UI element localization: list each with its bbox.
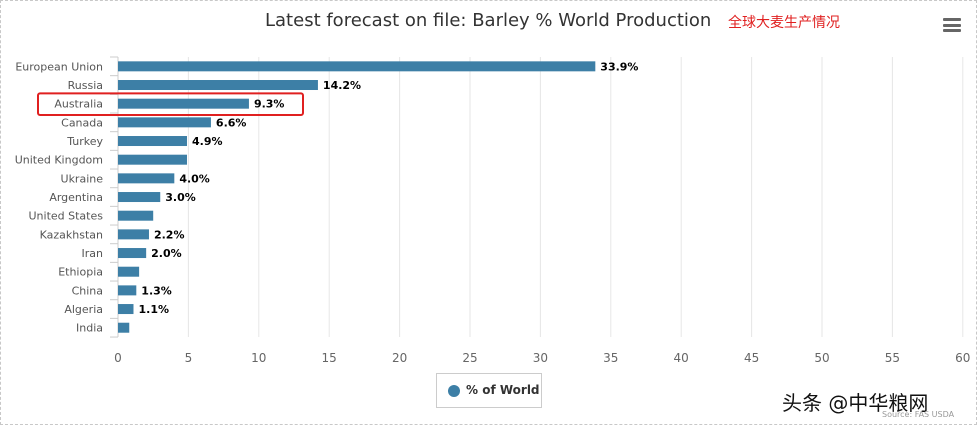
bar[interactable] [118, 117, 211, 128]
data-label: 2.0% [151, 247, 182, 260]
bar[interactable] [118, 80, 318, 91]
data-label: 4.0% [179, 172, 210, 185]
x-tick-label: 10 [251, 351, 266, 365]
x-tick-label: 40 [674, 351, 689, 365]
category-label: Ethiopia [58, 266, 103, 279]
bar[interactable] [118, 229, 149, 240]
bar[interactable] [118, 61, 596, 72]
category-label: Iran [82, 247, 104, 260]
bar[interactable] [118, 248, 147, 259]
legend-marker-icon [448, 385, 460, 397]
category-label: Canada [61, 116, 103, 129]
bar[interactable] [118, 304, 134, 315]
category-label: United Kingdom [15, 154, 103, 167]
bar[interactable] [118, 322, 130, 333]
watermark: 头条 @中华粮网 [782, 391, 929, 415]
bar[interactable] [118, 136, 187, 147]
category-label: Kazakhstan [40, 228, 103, 241]
x-tick-label: 20 [392, 351, 407, 365]
category-label: United States [29, 210, 104, 223]
bar[interactable] [118, 192, 161, 203]
x-tick-label: 5 [185, 351, 193, 365]
category-label: Russia [68, 79, 103, 92]
hamburger-menu-icon[interactable] [943, 18, 961, 32]
x-tick-label: 30 [533, 351, 548, 365]
data-label: 33.9% [600, 60, 638, 73]
x-tick-label: 35 [603, 351, 618, 365]
category-label: Argentina [49, 191, 103, 204]
x-tick-label: 60 [955, 351, 970, 365]
bar[interactable] [118, 173, 175, 184]
data-label: 2.2% [154, 228, 185, 241]
bar[interactable] [118, 154, 187, 165]
legend-label: % of World [466, 383, 540, 397]
data-label: 1.3% [141, 284, 172, 297]
category-label: India [76, 322, 103, 335]
chart-title: Latest forecast on file: Barley % World … [265, 10, 712, 31]
highlight-box [37, 92, 304, 117]
data-label: 4.9% [192, 135, 223, 148]
x-tick-label: 0 [114, 351, 122, 365]
category-label: Turkey [66, 135, 103, 148]
data-label: 9.3% [254, 98, 285, 111]
x-tick-label: 25 [462, 351, 477, 365]
x-tick-label: 45 [744, 351, 759, 365]
x-tick-label: 15 [322, 351, 337, 365]
data-label: 3.0% [165, 191, 196, 204]
category-label: Algeria [64, 303, 103, 316]
data-label: 6.6% [216, 116, 247, 129]
source-credit: Source: FAS USDA [882, 410, 955, 419]
bar[interactable] [118, 285, 137, 296]
bar[interactable] [118, 210, 154, 221]
bar[interactable] [118, 266, 140, 277]
data-label: 1.1% [138, 303, 169, 316]
data-label: 14.2% [323, 79, 361, 92]
category-label: European Union [15, 60, 103, 73]
x-tick-label: 55 [885, 351, 900, 365]
x-tick-label: 50 [814, 351, 829, 365]
category-label: China [72, 284, 103, 297]
category-label: Australia [54, 98, 103, 111]
category-label: Ukraine [61, 172, 104, 185]
annotation-text: 全球大麦生产情况 [728, 15, 840, 31]
legend-item[interactable]: % of World [436, 373, 542, 408]
bar[interactable] [118, 98, 249, 109]
